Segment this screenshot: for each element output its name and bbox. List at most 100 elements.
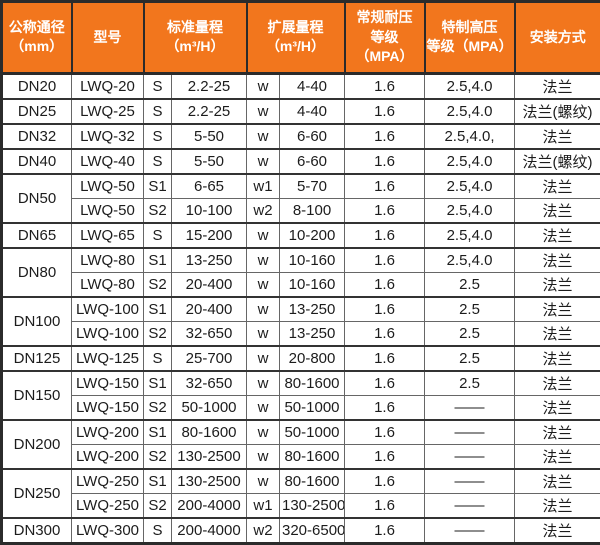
s-grade-cell: S [144, 73, 172, 99]
model-cell: LWQ-200 [72, 444, 144, 469]
extended-range-cell: 4-40 [280, 99, 345, 124]
model-cell: LWQ-25 [72, 99, 144, 124]
header-line: 型号 [74, 28, 142, 48]
w-grade-cell: w [247, 99, 280, 124]
mounting-cell: 法兰 [515, 444, 600, 469]
extended-range-cell: 50-1000 [280, 420, 345, 445]
mounting-cell: 法兰 [515, 198, 600, 223]
standard-range-cell: 20-400 [172, 297, 247, 322]
header-line: 公称通径 [4, 18, 70, 38]
standard-pressure-cell: 1.6 [345, 321, 425, 346]
standard-pressure-cell: 1.6 [345, 149, 425, 174]
standard-range-cell: 200-4000 [172, 518, 247, 544]
standard-pressure-cell: 1.6 [345, 99, 425, 124]
header-cell-extended-range: 扩展量程（m³/H） [247, 2, 345, 74]
extended-range-cell: 6-60 [280, 149, 345, 174]
model-cell: LWQ-50 [72, 198, 144, 223]
standard-range-cell: 130-2500 [172, 444, 247, 469]
high-pressure-cell: 2.5 [425, 321, 515, 346]
w-grade-cell: w [247, 444, 280, 469]
w-grade-cell: w [247, 469, 280, 494]
model-cell: LWQ-20 [72, 73, 144, 99]
extended-range-cell: 50-1000 [280, 395, 345, 420]
dn-cell: DN80 [2, 248, 72, 297]
high-pressure-cell: —— [425, 395, 515, 420]
standard-range-cell: 200-4000 [172, 493, 247, 518]
standard-pressure-cell: 1.6 [345, 395, 425, 420]
dn-cell: DN32 [2, 124, 72, 149]
s-grade-cell: S [144, 518, 172, 544]
w-grade-cell: w [247, 371, 280, 396]
standard-pressure-cell: 1.6 [345, 493, 425, 518]
standard-pressure-cell: 1.6 [345, 73, 425, 99]
standard-range-cell: 130-2500 [172, 469, 247, 494]
extended-range-cell: 4-40 [280, 73, 345, 99]
standard-pressure-cell: 1.6 [345, 297, 425, 322]
high-pressure-cell: —— [425, 518, 515, 544]
dn-cell: DN250 [2, 469, 72, 518]
header-line: （mm） [4, 37, 70, 57]
w-grade-cell: w [247, 272, 280, 297]
model-cell: LWQ-65 [72, 223, 144, 248]
model-cell: LWQ-125 [72, 346, 144, 371]
standard-range-cell: 25-700 [172, 346, 247, 371]
standard-range-cell: 2.2-25 [172, 73, 247, 99]
header-line: 标准量程 [146, 18, 245, 38]
mounting-cell: 法兰 [515, 174, 600, 199]
high-pressure-cell: 2.5,4.0 [425, 73, 515, 99]
w-grade-cell: w [247, 395, 280, 420]
standard-range-cell: 6-65 [172, 174, 247, 199]
standard-range-cell: 50-1000 [172, 395, 247, 420]
extended-range-cell: 80-1600 [280, 469, 345, 494]
dn-cell: DN50 [2, 174, 72, 223]
mounting-cell: 法兰 [515, 371, 600, 396]
mounting-cell: 法兰 [515, 124, 600, 149]
header-cell-standard-pressure-rating: 常规耐压等级（MPA） [345, 2, 425, 74]
high-pressure-cell: —— [425, 420, 515, 445]
header-cell-special-high-pressure-rating: 特制高压等级（MPA） [425, 2, 515, 74]
w-grade-cell: w [247, 124, 280, 149]
dn-cell: DN200 [2, 420, 72, 469]
w-grade-cell: w [247, 346, 280, 371]
mounting-cell: 法兰 [515, 469, 600, 494]
extended-range-cell: 10-200 [280, 223, 345, 248]
w-grade-cell: w2 [247, 198, 280, 223]
s-grade-cell: S [144, 124, 172, 149]
header-cell-model: 型号 [72, 2, 144, 74]
w-grade-cell: w1 [247, 174, 280, 199]
s-grade-cell: S2 [144, 493, 172, 518]
standard-range-cell: 5-50 [172, 149, 247, 174]
high-pressure-cell: 2.5 [425, 371, 515, 396]
dn-cell: DN300 [2, 518, 72, 544]
extended-range-cell: 10-160 [280, 248, 345, 273]
header-line: （m³/H） [249, 37, 343, 57]
standard-pressure-cell: 1.6 [345, 248, 425, 273]
header-cell-nominal-diameter: 公称通径（mm） [2, 2, 72, 74]
model-cell: LWQ-100 [72, 321, 144, 346]
high-pressure-cell: 2.5,4.0 [425, 149, 515, 174]
high-pressure-cell: 2.5,4.0 [425, 223, 515, 248]
mounting-cell: 法兰 [515, 73, 600, 99]
standard-pressure-cell: 1.6 [345, 469, 425, 494]
header-line: 等级（MPA） [427, 37, 513, 57]
s-grade-cell: S2 [144, 272, 172, 297]
high-pressure-cell: 2.5,4.0 [425, 174, 515, 199]
extended-range-cell: 80-1600 [280, 444, 345, 469]
w-grade-cell: w [247, 223, 280, 248]
mounting-cell: 法兰 [515, 248, 600, 273]
model-cell: LWQ-40 [72, 149, 144, 174]
standard-pressure-cell: 1.6 [345, 371, 425, 396]
w-grade-cell: w [247, 297, 280, 322]
extended-range-cell: 80-1600 [280, 371, 345, 396]
high-pressure-cell: 2.5 [425, 272, 515, 297]
model-cell: LWQ-80 [72, 248, 144, 273]
header-line: 安装方式 [517, 28, 600, 48]
s-grade-cell: S2 [144, 198, 172, 223]
